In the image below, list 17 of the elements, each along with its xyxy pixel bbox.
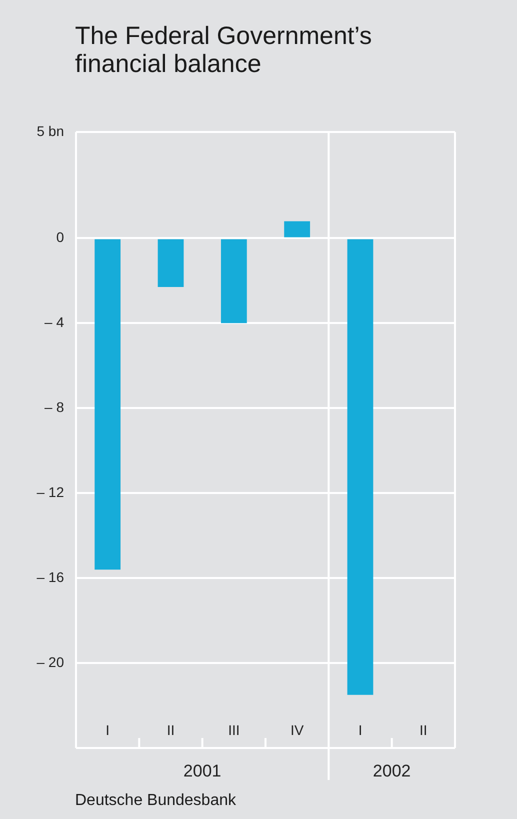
- x-tick-label: I: [106, 722, 110, 738]
- chart-title: The Federal Government’s financial balance: [75, 22, 373, 78]
- x-tick-label: IV: [290, 722, 304, 738]
- y-tick-label: – 16: [36, 568, 64, 585]
- y-tick-label: 0: [56, 229, 64, 246]
- x-tick-label: III: [228, 722, 240, 738]
- x-tick-label: II: [166, 722, 175, 738]
- text: Deutsche Bundesbank: [75, 792, 236, 810]
- x-tick-label: I: [358, 722, 362, 738]
- y-tick-label: – 12: [36, 484, 64, 500]
- y-tick-label: 5 bn: [36, 122, 64, 139]
- x-tick-label: II: [420, 722, 428, 738]
- text: 2001: [183, 762, 222, 781]
- y-tick-label: – 8: [44, 398, 64, 415]
- y-tick-label: – 4: [44, 314, 64, 330]
- y-tick-label: – 20: [36, 654, 64, 670]
- text: 2002: [372, 762, 411, 781]
